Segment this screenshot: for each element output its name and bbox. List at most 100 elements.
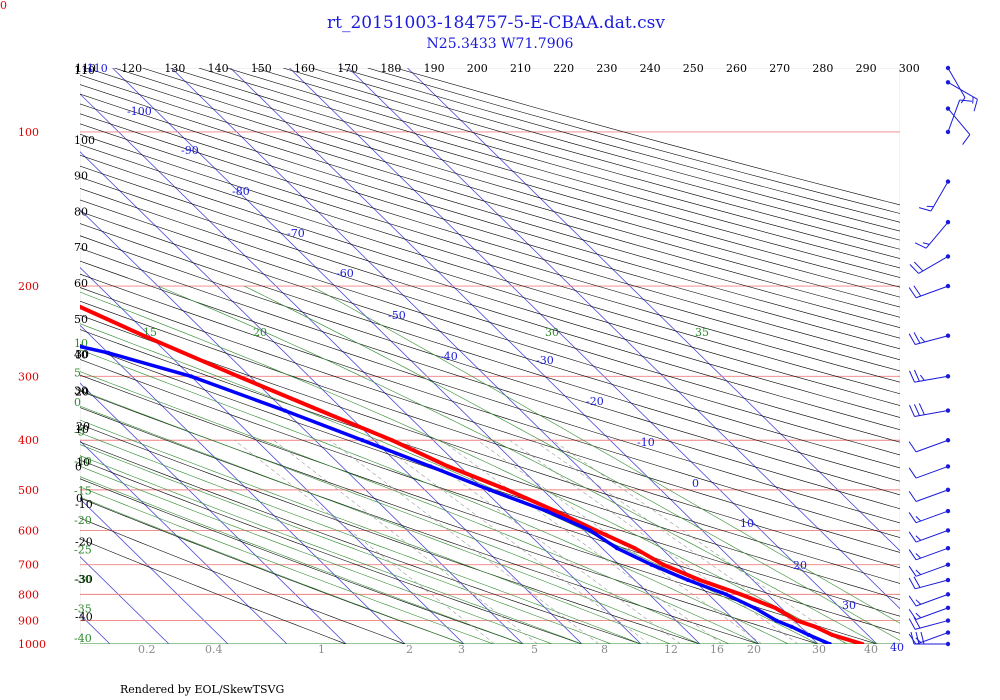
barb-staff bbox=[915, 579, 949, 590]
isotherm-label: 40 bbox=[890, 641, 904, 654]
temperature-point bbox=[505, 487, 510, 492]
dry-adiabat-line bbox=[80, 165, 900, 418]
top-tick-label: 280 bbox=[812, 62, 833, 75]
barb-staff bbox=[915, 547, 949, 561]
height-label: 40 bbox=[74, 349, 88, 362]
dry-adiabat-line bbox=[80, 424, 701, 644]
dry-adiabat-label: -10 bbox=[75, 498, 93, 511]
moist-adiabat-line bbox=[80, 465, 553, 644]
sounding-traces bbox=[80, 304, 865, 644]
top-tick-label: 110 bbox=[75, 62, 96, 75]
dry-adiabat-line bbox=[80, 188, 900, 443]
wind-barb bbox=[908, 508, 951, 524]
wind-barb bbox=[908, 546, 951, 561]
dry-adiabat-label: 10 bbox=[75, 423, 89, 436]
barb-flag bbox=[908, 633, 917, 645]
dry-adiabat-line bbox=[80, 390, 820, 644]
wind-barb bbox=[908, 605, 951, 620]
barb-staff bbox=[914, 375, 949, 383]
mixing-ratio-line bbox=[403, 440, 681, 644]
mixing-ratio-label: 0.4 bbox=[205, 643, 223, 656]
barb-staff bbox=[915, 620, 949, 630]
isotherm-label: 30 bbox=[842, 599, 856, 612]
barb-flag bbox=[913, 576, 921, 588]
isotherm-line bbox=[171, 68, 760, 644]
barb-station-dot bbox=[945, 641, 951, 647]
dry-adiabat-line bbox=[80, 93, 900, 339]
barb-station-dot bbox=[945, 630, 951, 635]
barb-station-dot bbox=[945, 80, 951, 85]
moist-adiabat-label: -10 bbox=[74, 455, 92, 468]
barb-flag bbox=[913, 285, 922, 297]
barb-staff bbox=[915, 607, 949, 620]
wind-barb bbox=[908, 630, 951, 645]
barb-staff bbox=[915, 285, 949, 299]
barb-flag bbox=[908, 549, 917, 561]
mixing-ratio-label: 40 bbox=[864, 643, 878, 656]
temperature-point bbox=[446, 464, 451, 469]
dry-adiabat-line bbox=[198, 68, 900, 269]
barb-station-dot bbox=[945, 438, 951, 443]
dewpoint-point bbox=[752, 605, 757, 610]
wind-barb bbox=[908, 576, 951, 590]
barb-staff bbox=[947, 67, 966, 98]
barb-flag bbox=[908, 577, 916, 590]
isotherm-line bbox=[80, 382, 347, 644]
barb-station-dot bbox=[945, 487, 951, 493]
barb-staff bbox=[915, 632, 949, 645]
barb-flag bbox=[915, 569, 922, 575]
dewpoint-point bbox=[774, 618, 779, 623]
dry-adiabat-line bbox=[80, 517, 406, 644]
moist-adiabat-line bbox=[80, 323, 819, 644]
isotherm-line bbox=[407, 68, 900, 552]
top-tick-label: 150 bbox=[251, 62, 272, 75]
top-tick-label: 180 bbox=[380, 62, 401, 75]
moist-adiabat-label: -30 bbox=[74, 573, 92, 586]
top-tick-label: 200 bbox=[467, 62, 488, 75]
moist-adiabat-label: -5 bbox=[74, 426, 85, 439]
mixing-ratio-label: 8 bbox=[601, 643, 608, 656]
barb-flag bbox=[908, 618, 916, 630]
dry-adiabat-label: -30 bbox=[75, 573, 93, 586]
moist-adiabat-line bbox=[80, 349, 789, 644]
barb-flag bbox=[908, 467, 917, 479]
moist-adiabat-line bbox=[80, 496, 465, 644]
barb-flag bbox=[915, 553, 922, 559]
barb-flag bbox=[913, 617, 921, 629]
dry-adiabat-line bbox=[80, 407, 760, 644]
temperature-point bbox=[860, 642, 865, 644]
dry-adiabat-line bbox=[80, 260, 900, 524]
barb-flag bbox=[915, 612, 922, 619]
dry-adiabat-line bbox=[367, 68, 900, 214]
height-label: 0 bbox=[76, 492, 83, 505]
dry-adiabat-label: 20 bbox=[75, 386, 89, 399]
barb-station-dot bbox=[945, 618, 951, 623]
wind-barb bbox=[914, 219, 951, 249]
dewpoint-point bbox=[724, 592, 729, 597]
barb-station-dot bbox=[945, 562, 951, 567]
temperature-point bbox=[813, 624, 818, 629]
height-label: 10 bbox=[76, 456, 90, 469]
pressure-tick-label: 300 bbox=[18, 370, 39, 383]
barb-flag bbox=[908, 441, 917, 453]
barb-flag bbox=[913, 404, 920, 416]
temperature-trace bbox=[80, 304, 865, 644]
temperature-point bbox=[697, 578, 702, 582]
height-label: 50 bbox=[74, 313, 88, 326]
dewpoint-point bbox=[806, 632, 811, 637]
dewpoint-point bbox=[649, 562, 654, 567]
moist-adiabat-line bbox=[311, 285, 900, 624]
temperature-point bbox=[236, 374, 241, 379]
dry-adiabat-line bbox=[80, 459, 583, 644]
wind-barb bbox=[909, 403, 951, 417]
barb-flag bbox=[908, 595, 917, 607]
moist-adiabat-label: -25 bbox=[74, 544, 92, 557]
isotherm-label: -110 bbox=[83, 62, 108, 75]
moist-adiabat-line bbox=[80, 405, 701, 644]
pressure-tick-label: 1000 bbox=[18, 638, 46, 651]
wind-barb bbox=[908, 464, 951, 479]
wind-barb bbox=[908, 283, 951, 299]
temperature-point bbox=[593, 528, 598, 533]
barb-flag bbox=[918, 207, 932, 212]
barb-station-dot bbox=[945, 179, 951, 184]
